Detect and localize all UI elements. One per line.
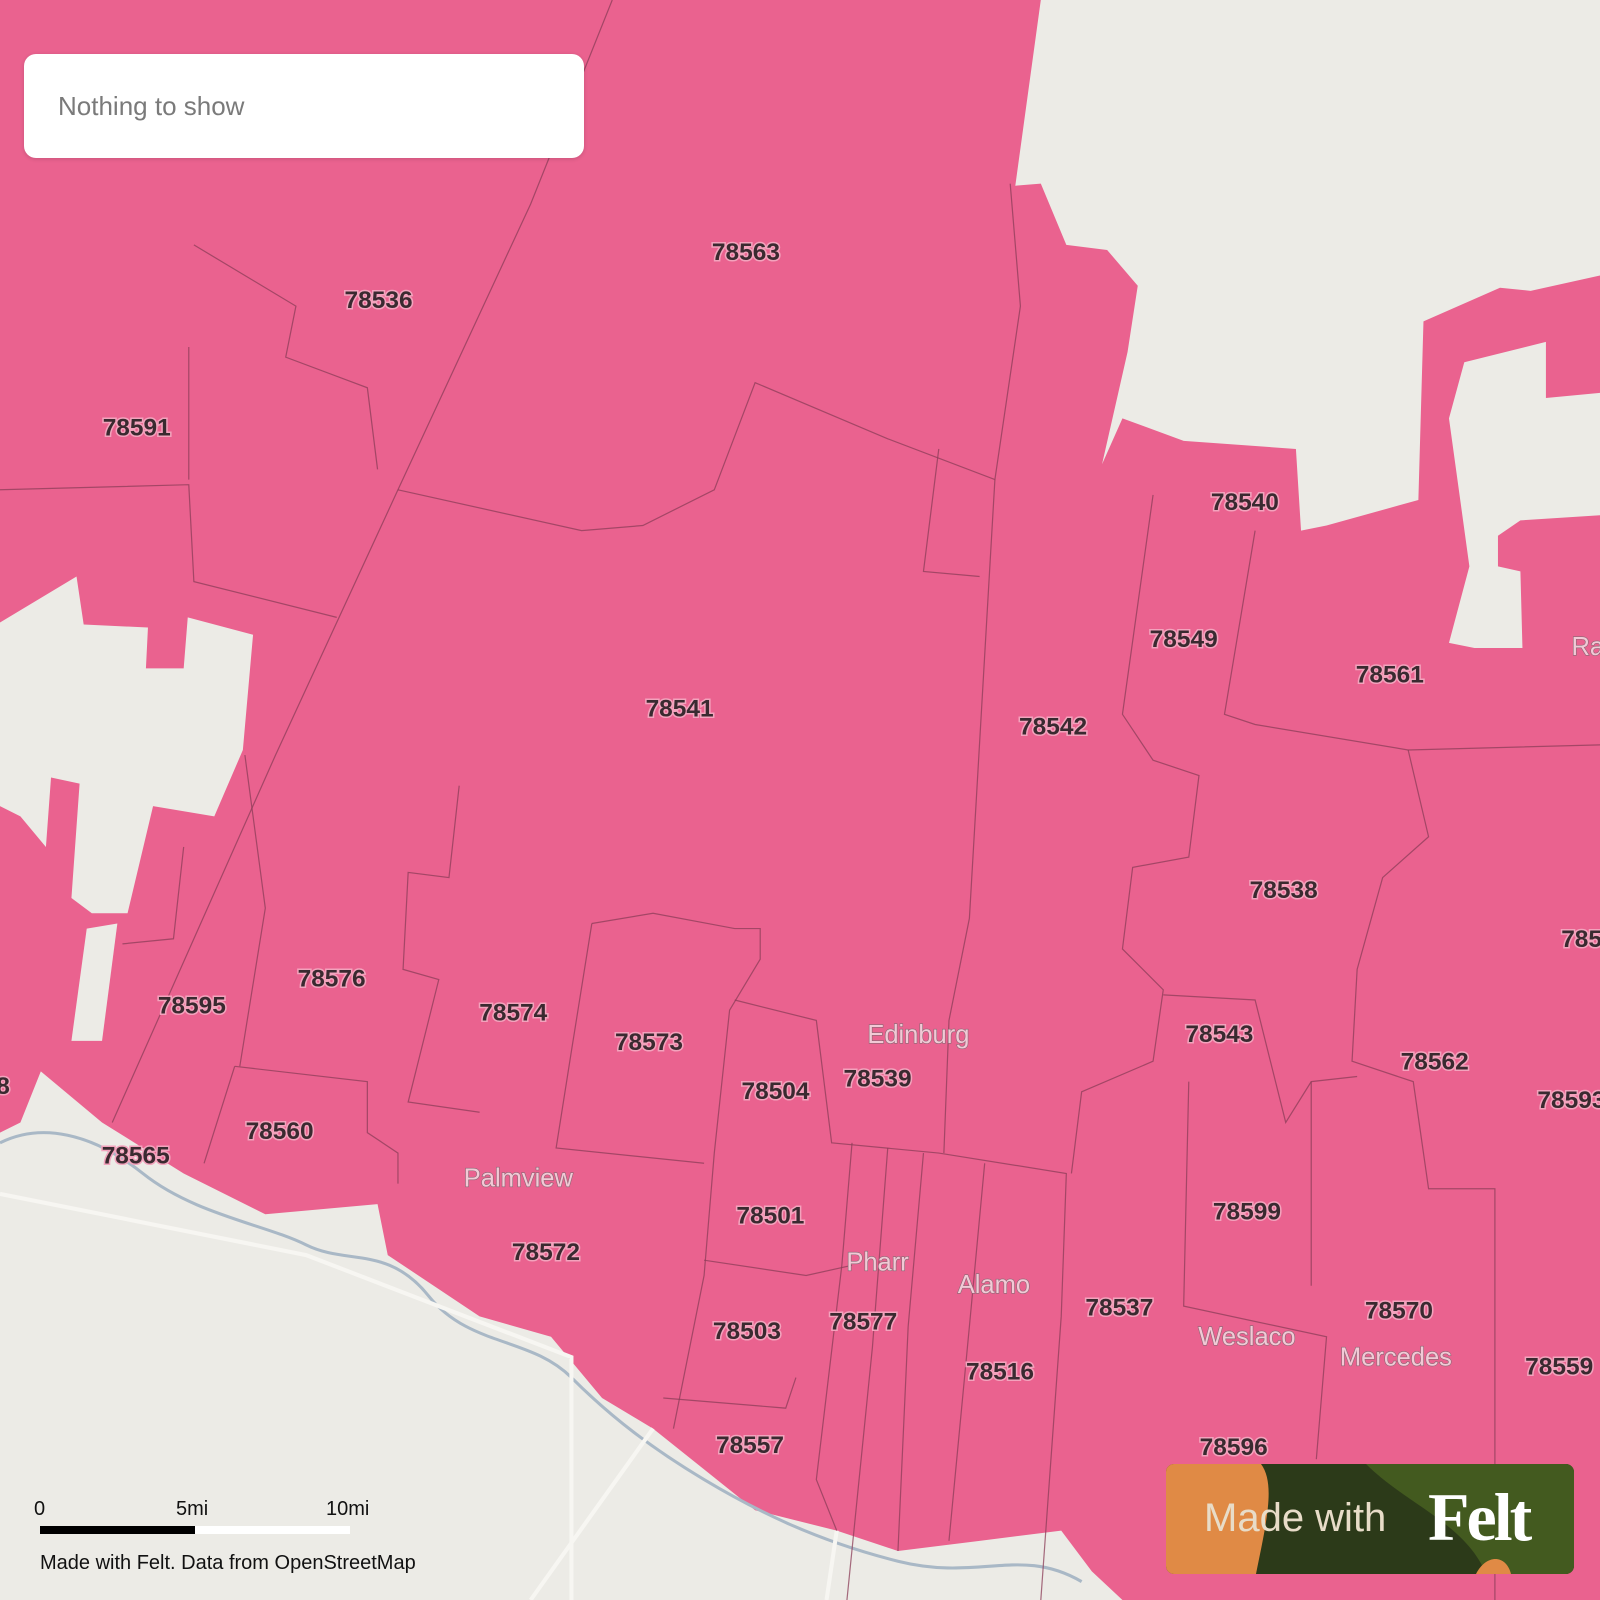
zip-label: 78561 bbox=[1356, 662, 1424, 689]
zip-label: 78559 bbox=[1525, 1353, 1593, 1380]
zip-label: 8 bbox=[0, 1073, 10, 1100]
zip-label: 78591 bbox=[103, 415, 171, 442]
zip-label: 78572 bbox=[512, 1239, 580, 1266]
zip-label: 78541 bbox=[646, 695, 714, 722]
zip-label: 78501 bbox=[736, 1202, 804, 1229]
zip-label: 78563 bbox=[712, 239, 780, 266]
search-box[interactable] bbox=[24, 54, 584, 158]
scale-bar-white bbox=[195, 1526, 350, 1534]
town-label: Ra bbox=[1571, 633, 1600, 661]
zip-label: 78574 bbox=[479, 999, 547, 1026]
zip-label: 78503 bbox=[713, 1318, 781, 1345]
land-top-right bbox=[1015, 0, 1600, 531]
zip-label: 78565 bbox=[102, 1142, 170, 1169]
land-bottom-left bbox=[0, 1071, 1123, 1600]
road bbox=[0, 1191, 839, 1600]
zip-label: 78560 bbox=[246, 1118, 314, 1145]
town-label: Weslaco bbox=[1198, 1323, 1295, 1351]
zip-label: 78599 bbox=[1213, 1198, 1281, 1225]
felt-logo: Felt bbox=[1428, 1479, 1532, 1555]
town-labels: Edinburg Palmview Pharr Alamo Weslaco Me… bbox=[463, 632, 1600, 1371]
zip-label: 78539 bbox=[844, 1066, 912, 1093]
attribution: Made with Felt. Data from OpenStreetMap bbox=[40, 1552, 416, 1574]
land-left-hole bbox=[0, 576, 254, 914]
scale-label-mid: 5mi bbox=[176, 1498, 209, 1520]
badge-pattern bbox=[1166, 1464, 1574, 1574]
town-label: Palmview bbox=[464, 1165, 574, 1193]
zip-label: 78573 bbox=[615, 1029, 683, 1056]
zip-label: 78537 bbox=[1085, 1294, 1153, 1321]
town-label: Alamo bbox=[958, 1271, 1030, 1299]
town-label: Edinburg bbox=[867, 1021, 969, 1049]
zip-label: 78595 bbox=[158, 992, 226, 1019]
search-input[interactable] bbox=[56, 89, 540, 123]
zip-label: 78577 bbox=[829, 1309, 897, 1336]
land-top-right-inner bbox=[1448, 341, 1600, 648]
scale-bar-black bbox=[40, 1526, 195, 1534]
zip-label: 78504 bbox=[741, 1078, 809, 1105]
zip-label: 78536 bbox=[345, 287, 413, 314]
zip-label: 78540 bbox=[1211, 489, 1279, 516]
scale-label-end: 10mi bbox=[326, 1498, 370, 1520]
scale-bar: 0 5mi 10mi bbox=[34, 1498, 369, 1538]
badge-text: Made with bbox=[1204, 1496, 1387, 1540]
river bbox=[0, 1131, 1083, 1583]
zip-label: 78596 bbox=[1200, 1434, 1268, 1461]
zip-label: 78516 bbox=[966, 1359, 1034, 1386]
zip-label: 78576 bbox=[298, 966, 366, 993]
made-with-felt-badge[interactable]: Made with Felt bbox=[1166, 1464, 1574, 1574]
zip-label: 78557 bbox=[716, 1432, 784, 1459]
zip-label: 78570 bbox=[1365, 1297, 1433, 1324]
zip-label: 78549 bbox=[1150, 626, 1218, 653]
town-label: Pharr bbox=[846, 1248, 909, 1276]
zip-label: 785 bbox=[1561, 926, 1600, 953]
zip-labels: 78563 78536 78591 78541 78542 78540 7854… bbox=[0, 238, 1600, 1463]
zip-label: 78593 bbox=[1537, 1087, 1600, 1114]
land-left-strip bbox=[71, 923, 118, 1041]
zip-label: 78562 bbox=[1401, 1048, 1469, 1075]
town-label: Mercedes bbox=[1340, 1343, 1452, 1371]
zip-label: 78542 bbox=[1019, 714, 1087, 741]
scale-label-zero: 0 bbox=[34, 1498, 46, 1520]
zip-label: 78538 bbox=[1250, 877, 1318, 904]
zip-label: 78543 bbox=[1185, 1021, 1253, 1048]
